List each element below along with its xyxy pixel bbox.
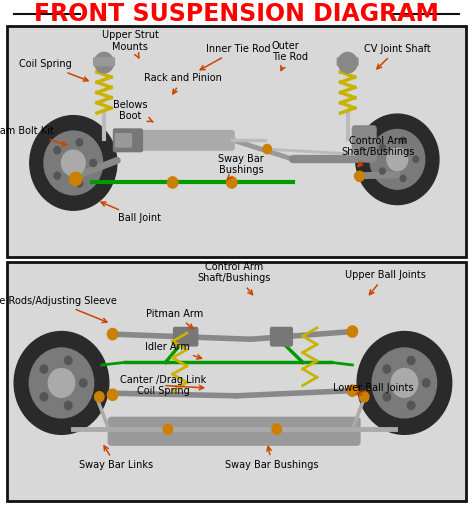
- Circle shape: [107, 389, 118, 400]
- Text: Lower Ball Joints: Lower Ball Joints: [333, 383, 414, 395]
- Circle shape: [61, 150, 85, 176]
- Circle shape: [272, 424, 281, 434]
- Circle shape: [70, 172, 82, 186]
- Circle shape: [30, 116, 117, 210]
- Circle shape: [95, 52, 114, 73]
- Circle shape: [90, 159, 96, 167]
- Circle shape: [413, 156, 419, 162]
- Circle shape: [79, 379, 87, 387]
- Circle shape: [357, 332, 452, 434]
- Circle shape: [227, 177, 237, 188]
- Text: Tie Rods/Adjusting Sleeve: Tie Rods/Adjusting Sleeve: [0, 296, 117, 322]
- Circle shape: [40, 365, 48, 373]
- Circle shape: [379, 144, 385, 151]
- Text: Upper Ball Joints: Upper Ball Joints: [345, 270, 426, 295]
- Circle shape: [14, 332, 109, 434]
- Circle shape: [400, 137, 406, 143]
- Text: Cam Bolt Kit: Cam Bolt Kit: [0, 126, 67, 146]
- Text: Inner Tie Rod: Inner Tie Rod: [200, 44, 270, 70]
- Text: Belows
Boot: Belows Boot: [113, 100, 153, 122]
- Circle shape: [64, 356, 72, 364]
- Circle shape: [54, 146, 61, 154]
- Circle shape: [64, 401, 72, 410]
- Circle shape: [29, 348, 94, 418]
- Circle shape: [163, 424, 173, 434]
- Circle shape: [400, 175, 406, 181]
- Bar: [7, 26, 466, 257]
- Circle shape: [44, 131, 103, 195]
- FancyBboxPatch shape: [115, 134, 131, 147]
- Text: Ball Joint: Ball Joint: [101, 202, 161, 224]
- Text: Rack and Pinion: Rack and Pinion: [144, 73, 222, 94]
- Text: Outer
Tie Rod: Outer Tie Rod: [272, 41, 308, 70]
- FancyBboxPatch shape: [174, 327, 198, 346]
- Text: Control Arm
Shaft/Bushings: Control Arm Shaft/Bushings: [197, 262, 271, 295]
- Text: Upper Strut
Mounts: Upper Strut Mounts: [102, 30, 158, 58]
- Text: Idler Arm: Idler Arm: [146, 342, 201, 359]
- Circle shape: [347, 385, 358, 396]
- Text: Sway Bar Links: Sway Bar Links: [79, 446, 153, 470]
- FancyBboxPatch shape: [94, 58, 114, 66]
- Text: Sway Bar
Bushings: Sway Bar Bushings: [219, 154, 264, 180]
- Circle shape: [356, 114, 439, 205]
- Circle shape: [167, 177, 178, 188]
- Circle shape: [370, 130, 425, 189]
- Circle shape: [355, 171, 364, 181]
- Circle shape: [54, 172, 61, 179]
- Circle shape: [383, 393, 391, 401]
- Circle shape: [383, 365, 391, 373]
- Circle shape: [407, 356, 415, 364]
- Circle shape: [263, 144, 272, 154]
- Circle shape: [76, 180, 83, 187]
- Circle shape: [359, 392, 369, 402]
- Text: Coil Spring: Coil Spring: [18, 59, 88, 81]
- Circle shape: [40, 393, 48, 401]
- Text: Pitman Arm: Pitman Arm: [146, 308, 204, 328]
- Text: CV Joint Shaft: CV Joint Shaft: [364, 44, 431, 69]
- Circle shape: [422, 379, 430, 387]
- Circle shape: [379, 168, 385, 174]
- FancyBboxPatch shape: [352, 126, 376, 162]
- Bar: [7, 262, 466, 501]
- Circle shape: [48, 369, 75, 397]
- Circle shape: [407, 401, 415, 410]
- Circle shape: [95, 392, 104, 402]
- Circle shape: [372, 348, 437, 418]
- Text: Sway Bar Bushings: Sway Bar Bushings: [225, 447, 319, 470]
- Circle shape: [338, 52, 357, 73]
- FancyBboxPatch shape: [271, 327, 292, 346]
- FancyBboxPatch shape: [337, 58, 358, 66]
- Circle shape: [391, 369, 418, 397]
- Text: FRONT SUSPENSION DIAGRAM: FRONT SUSPENSION DIAGRAM: [34, 3, 439, 26]
- Text: Control Arm
Shaft/Bushings: Control Arm Shaft/Bushings: [342, 136, 415, 167]
- FancyBboxPatch shape: [108, 417, 360, 445]
- FancyBboxPatch shape: [118, 131, 234, 150]
- Circle shape: [387, 148, 408, 171]
- Circle shape: [347, 326, 358, 337]
- FancyBboxPatch shape: [114, 129, 142, 152]
- Circle shape: [107, 328, 118, 340]
- Circle shape: [76, 139, 83, 146]
- Text: Canter /Drag Link
Coil Spring: Canter /Drag Link Coil Spring: [120, 375, 206, 396]
